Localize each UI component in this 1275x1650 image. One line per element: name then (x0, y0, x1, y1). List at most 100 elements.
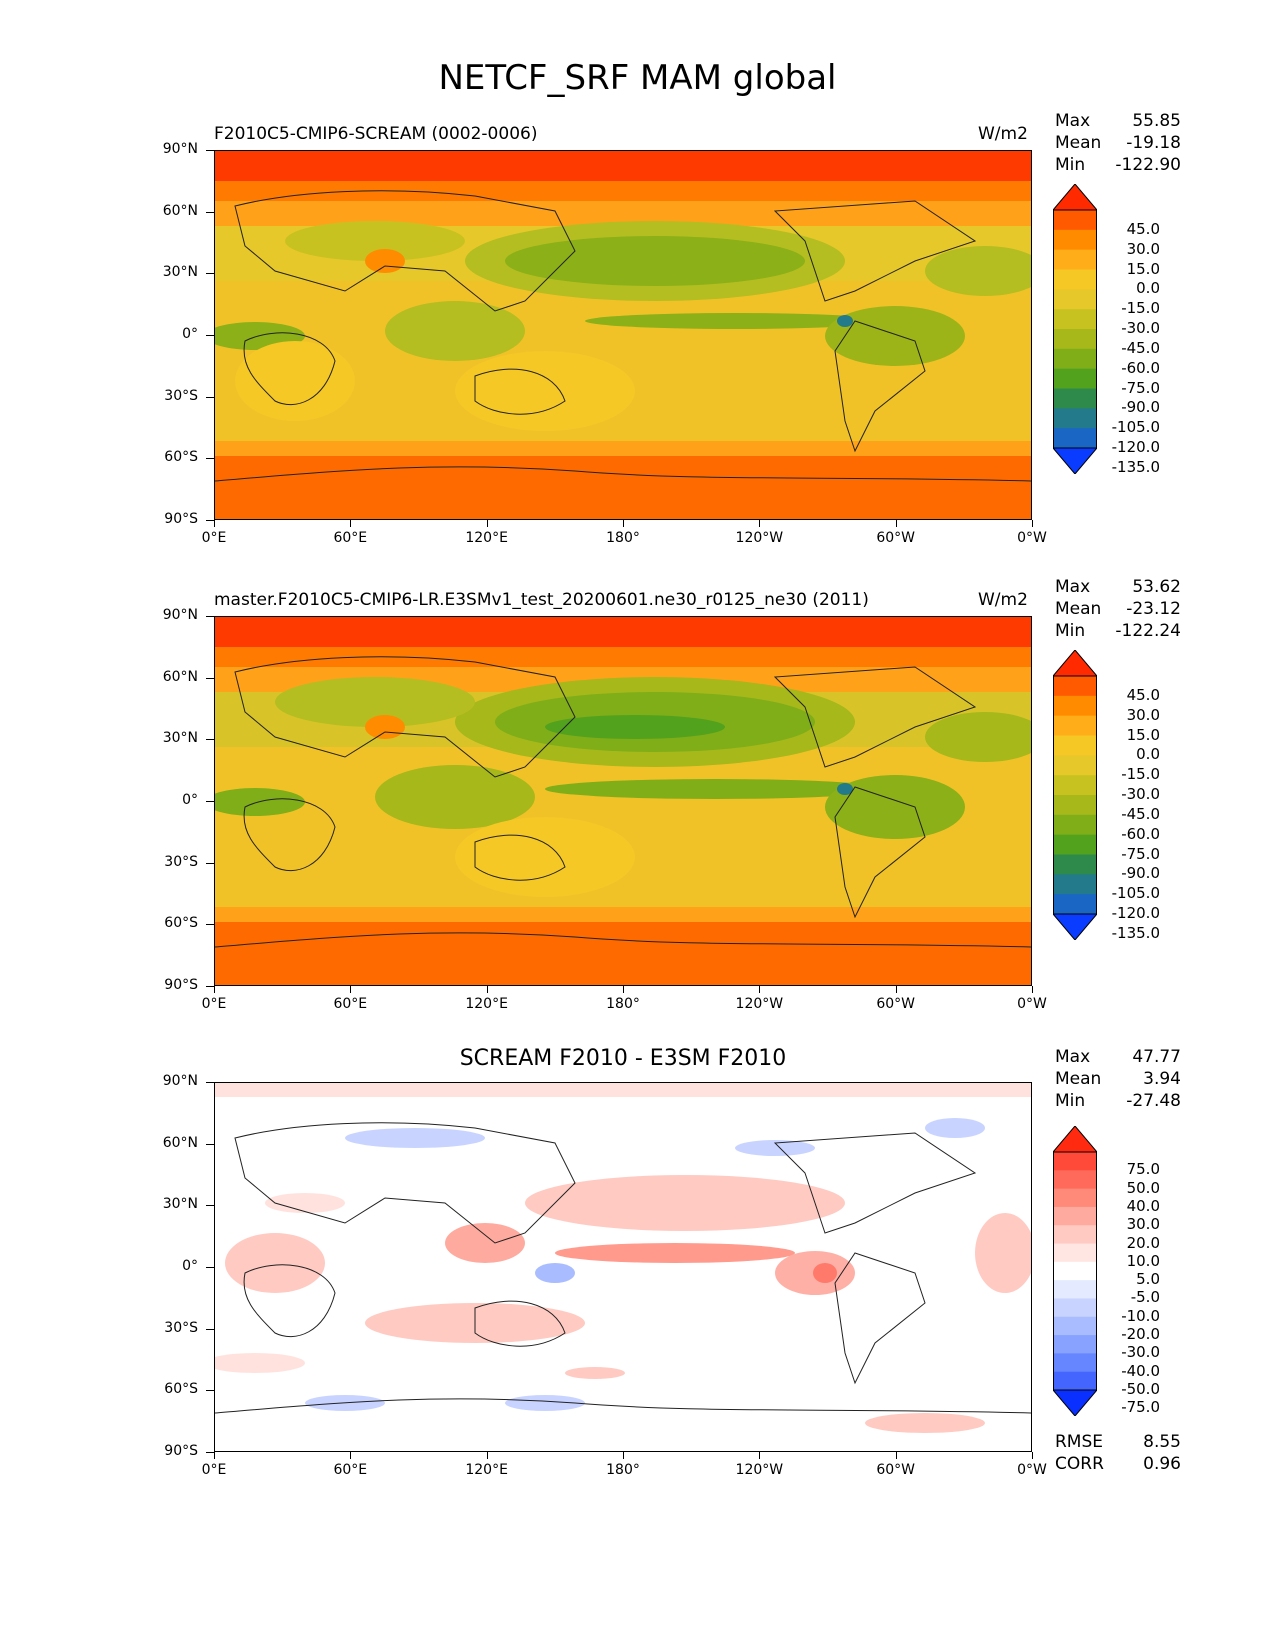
y-tick-label: 60°N (162, 1134, 198, 1151)
colorbar-label: 30.0 (1126, 1215, 1160, 1234)
panel-2-colorbar: 45.0 30.0 15.0 0.0 -15.0 -30.0 -45.0 -60.0 -75.0… (1051, 649, 1160, 944)
colorbar-label: -90.0 (1121, 398, 1160, 417)
x-tick-label: 180° (606, 1462, 640, 1478)
x-tick (350, 1452, 352, 1459)
x-tick (1032, 986, 1033, 993)
y-tick (206, 273, 214, 275)
panel-3-colorbar: 75.0 50.0 40.0 30.0 20.0 10.0 5.0 -5.0 -10.0 -20.… (1051, 1125, 1160, 1420)
colorbar-segment (1053, 1152, 1097, 1171)
colorbar-segment (1053, 894, 1097, 915)
colorbar-label: -135.0 (1111, 457, 1160, 476)
colorbar-label: -90.0 (1121, 864, 1160, 883)
colorbar-segment (1053, 428, 1097, 449)
stat-rmse: RMSE 8.55 (1055, 1432, 1181, 1452)
colorbar-outline (1053, 1151, 1097, 1391)
stat-min: Min -122.24 (1055, 621, 1181, 641)
y-tick (206, 458, 214, 460)
x-tick-label: 0°E (201, 530, 227, 546)
panel-1-colorbar: 45.0 30.0 15.0 0.0 -15.0 -30.0 -45.0 -60.0 -75.0… (1051, 183, 1160, 478)
x-tick-label: 60°W (876, 996, 915, 1012)
colorbar-label: -75.0 (1121, 378, 1160, 397)
colorbar-segment (1053, 1316, 1097, 1336)
stat-max: Max 53.62 (1055, 577, 1181, 597)
y-tick-label: 30°N (162, 1196, 198, 1213)
x-tick (214, 1452, 215, 1459)
colorbar-segment (1053, 795, 1097, 816)
y-tick (206, 677, 214, 679)
colorbar-label: -75.0 (1121, 844, 1160, 863)
x-tick-label: 120°E (465, 996, 508, 1012)
x-tick (486, 520, 488, 527)
colorbar-label: 15.0 (1126, 259, 1160, 278)
colorbar-extend-top (1051, 649, 1099, 677)
colorbar-segment (1053, 1188, 1097, 1208)
y-tick-label: 60°S (164, 1381, 198, 1398)
y-tick-label: 0° (182, 1258, 198, 1274)
y-tick-label: 90°N (162, 607, 198, 623)
x-tick (1032, 520, 1033, 527)
x-tick-label: 120°W (735, 530, 784, 546)
y-tick-label: 30°N (162, 264, 198, 281)
y-tick (206, 1328, 214, 1330)
colorbar-label: 5.0 (1136, 1270, 1160, 1289)
colorbar-segment (1053, 1371, 1097, 1391)
x-tick-label: 180° (606, 530, 640, 546)
y-tick (206, 1082, 214, 1083)
x-tick-label: 120°E (465, 530, 508, 546)
y-tick (206, 924, 214, 926)
colorbar-extend-bottom (1051, 913, 1099, 941)
stat-min: Min -122.90 (1055, 155, 1181, 175)
colorbar-segment (1053, 814, 1097, 836)
x-tick-label: 0°W (1017, 996, 1047, 1012)
colorbar-label: 0.0 (1136, 279, 1160, 298)
colorbar-outline (1053, 675, 1097, 915)
colorbar-label: -120.0 (1111, 904, 1160, 922)
colorbar-segment (1053, 368, 1097, 389)
colorbar-segment (1053, 676, 1097, 697)
stat-mean: Mean -19.18 (1055, 133, 1181, 153)
x-tick-label: 0°E (201, 1462, 227, 1478)
colorbar-extend-bottom (1051, 447, 1099, 475)
x-tick-label: 180° (606, 996, 640, 1012)
x-tick-label: 0°E (201, 996, 227, 1012)
colorbar-segment (1053, 309, 1097, 330)
stat-max: Max 47.77 (1055, 1047, 1181, 1067)
colorbar-segment (1053, 269, 1097, 290)
colorbar-extend-top (1051, 183, 1099, 211)
colorbar-segment (1053, 229, 1097, 251)
colorbar-segment (1053, 1261, 1097, 1281)
colorbar-label: -5.0 (1130, 1288, 1160, 1307)
stat-mean: Mean 3.94 (1055, 1069, 1181, 1089)
colorbar-label: -15.0 (1121, 299, 1160, 318)
y-tick-label: 30°S (164, 853, 198, 870)
y-tick (206, 862, 214, 864)
colorbar-segment (1053, 1170, 1097, 1190)
colorbar-label: -45.0 (1121, 804, 1160, 823)
colorbar-label: -15.0 (1121, 765, 1160, 784)
panel-3-stats: Max 47.77 Mean 3.94 Min -27.48 (1055, 1046, 1181, 1112)
colorbar-segment (1053, 210, 1097, 231)
y-tick (206, 211, 214, 213)
y-tick-label: 90°N (162, 141, 198, 157)
x-tick (350, 986, 352, 993)
x-tick (486, 1452, 488, 1459)
x-tick (214, 986, 215, 993)
stat-max: Max 55.85 (1055, 111, 1181, 131)
panel-2-stats: Max 53.62 Mean -23.12 Min -122.24 (1055, 576, 1181, 642)
x-tick (895, 986, 897, 993)
colorbar-segment (1053, 735, 1097, 756)
colorbar-label: -105.0 (1111, 418, 1160, 437)
y-tick (206, 986, 214, 987)
x-tick (623, 520, 624, 527)
x-tick-label: 0°W (1017, 1462, 1047, 1478)
y-tick-label: 90°S (164, 1443, 198, 1459)
colorbar-label: 20.0 (1126, 1233, 1160, 1252)
colorbar-segment (1053, 775, 1097, 796)
colorbar-label: 45.0 (1126, 685, 1160, 704)
colorbar-segment (1053, 249, 1097, 270)
y-tick (206, 396, 214, 398)
x-tick (486, 986, 488, 993)
y-tick-label: 60°N (162, 668, 198, 685)
x-tick (759, 986, 761, 993)
panel-3-colorbar-graphic (1051, 1125, 1099, 1417)
